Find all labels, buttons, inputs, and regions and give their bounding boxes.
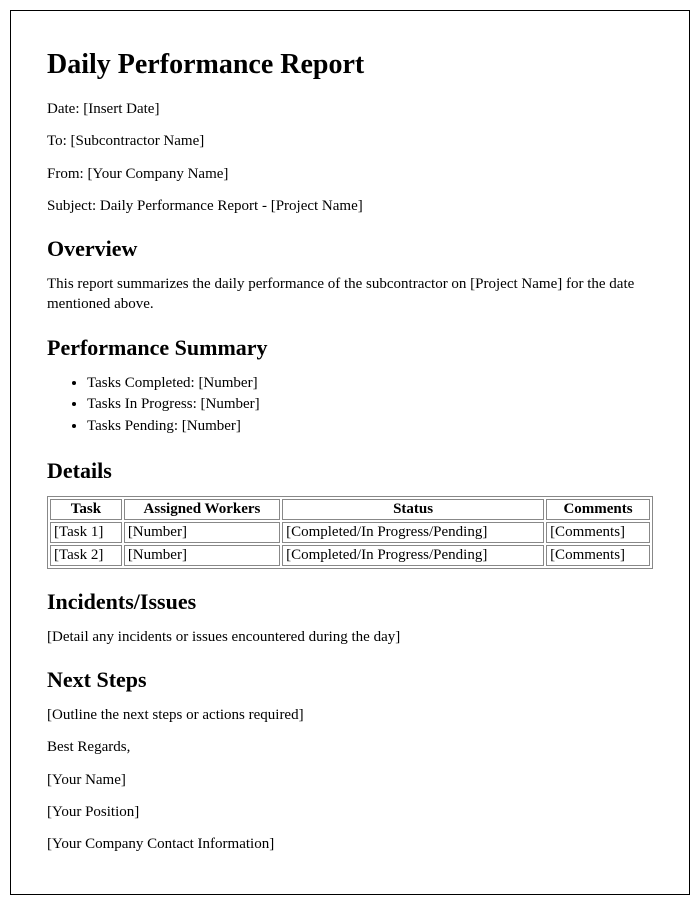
details-table: Task Assigned Workers Status Comments [T… [47,496,653,569]
meta-to: To: [Subcontractor Name] [47,131,653,151]
signoff-name: [Your Name] [47,770,653,790]
overview-body: This report summarizes the daily perform… [47,274,653,315]
subject-label: Subject: [47,198,100,214]
to-value: [Subcontractor Name] [71,133,205,149]
col-workers: Assigned Workers [124,499,280,520]
summary-list: Tasks Completed: [Number] Tasks In Progr… [47,373,653,438]
date-label: Date: [47,101,83,117]
next-steps-body: [Outline the next steps or actions requi… [47,705,653,725]
cell-comments: [Comments] [546,545,650,566]
to-label: To: [47,133,71,149]
meta-subject: Subject: Daily Performance Report - [Pro… [47,196,653,216]
cell-workers: [Number] [124,545,280,566]
meta-date: Date: [Insert Date] [47,99,653,119]
report-title: Daily Performance Report [47,49,653,81]
incidents-body: [Detail any incidents or issues encounte… [47,627,653,647]
col-task: Task [50,499,122,520]
cell-status: [Completed/In Progress/Pending] [282,522,544,543]
list-item: Tasks Pending: [Number] [87,416,653,438]
meta-from: From: [Your Company Name] [47,164,653,184]
signoff-contact: [Your Company Contact Information] [47,834,653,854]
table-row: [Task 2] [Number] [Completed/In Progress… [50,545,650,566]
cell-task: [Task 2] [50,545,122,566]
overview-heading: Overview [47,236,653,262]
document-page: Daily Performance Report Date: [Insert D… [10,10,690,895]
cell-task: [Task 1] [50,522,122,543]
signoff-regards: Best Regards, [47,737,653,757]
cell-status: [Completed/In Progress/Pending] [282,545,544,566]
signoff-position: [Your Position] [47,802,653,822]
incidents-heading: Incidents/Issues [47,589,653,615]
from-label: From: [47,166,87,182]
cell-comments: [Comments] [546,522,650,543]
table-header-row: Task Assigned Workers Status Comments [50,499,650,520]
list-item: Tasks Completed: [Number] [87,373,653,395]
col-status: Status [282,499,544,520]
details-heading: Details [47,458,653,484]
list-item: Tasks In Progress: [Number] [87,394,653,416]
summary-heading: Performance Summary [47,335,653,361]
cell-workers: [Number] [124,522,280,543]
next-steps-heading: Next Steps [47,667,653,693]
col-comments: Comments [546,499,650,520]
table-row: [Task 1] [Number] [Completed/In Progress… [50,522,650,543]
from-value: [Your Company Name] [87,166,228,182]
date-value: [Insert Date] [83,101,159,117]
subject-value: Daily Performance Report - [Project Name… [100,198,363,214]
